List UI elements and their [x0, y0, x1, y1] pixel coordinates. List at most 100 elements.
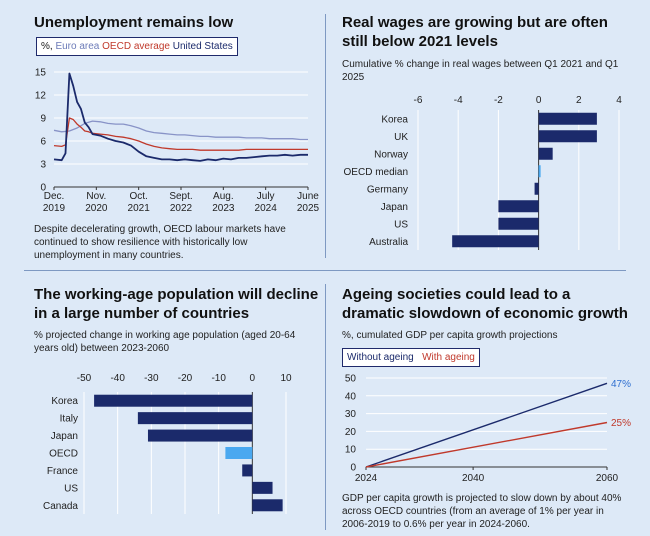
x-tick-label: 2040	[462, 473, 485, 484]
x-tick-label-month: Nov.	[86, 191, 106, 202]
x-tick-label: -4	[454, 95, 463, 106]
bar-korea	[538, 112, 597, 125]
real-wages-subtitle: Cumulative % change in real wages betwee…	[342, 59, 619, 83]
bar-us	[498, 217, 539, 230]
x-tick-label: -6	[414, 95, 423, 106]
x-tick-label-year: 2024	[255, 203, 278, 214]
y-tick-label: 6	[40, 137, 46, 148]
x-tick-label: -40	[110, 373, 125, 384]
bar-france	[242, 464, 253, 477]
bar-italy	[137, 412, 253, 425]
y-tick-label: 10	[345, 445, 357, 456]
unemployment-caption: Despite decelerating growth, OECD labour…	[34, 224, 286, 261]
ageing-subtitle: %, cumulated GDP per capita growth proje…	[342, 330, 558, 341]
ageing-legend: Without ageing With ageing	[342, 348, 480, 367]
x-tick-label: 0	[536, 95, 542, 106]
bar-australia	[452, 235, 539, 248]
x-tick-label-month: Sept.	[169, 191, 192, 202]
bar-oecd	[225, 447, 253, 459]
x-tick-label-year: 2022	[170, 203, 193, 214]
x-tick-label: -30	[144, 373, 159, 384]
x-tick-label-month: June	[297, 191, 319, 202]
y-tick-label: 0	[350, 463, 356, 474]
legend-with-ageing: With ageing	[422, 352, 475, 363]
y-tick-label: 20	[345, 427, 357, 438]
legend-oecd-average: OECD average	[102, 41, 170, 52]
x-tick-label-year: 2023	[212, 203, 235, 214]
with-ageing-line-end-label: 25%	[611, 418, 631, 429]
x-tick-label: 2060	[596, 473, 619, 484]
category-label: Korea	[381, 114, 408, 125]
bar-japan	[498, 200, 539, 213]
horizontal-divider	[24, 270, 626, 271]
with-ageing-line	[365, 421, 608, 468]
working-age-subtitle: % projected change in working age popula…	[34, 330, 296, 354]
y-tick-label: 3	[40, 160, 46, 171]
category-label: UK	[394, 132, 408, 143]
category-label: US	[64, 483, 78, 494]
real-wages-title: Real wages are growing but are often sti…	[342, 14, 608, 50]
bar-us	[252, 481, 273, 494]
x-tick-label: -10	[211, 373, 226, 384]
x-tick-label: 2	[576, 95, 582, 106]
without-ageing-line	[365, 382, 608, 468]
x-tick-label: 2024	[355, 473, 378, 484]
x-tick-label-month: Oct.	[129, 191, 147, 202]
category-label: Germany	[367, 184, 408, 195]
category-label: France	[47, 466, 79, 477]
x-tick-label-month: Dec.	[44, 191, 65, 202]
category-label: Italy	[60, 414, 78, 425]
x-tick-label-month: July	[257, 191, 275, 202]
x-tick-label-year: 2020	[85, 203, 108, 214]
x-tick-label-year: 2019	[43, 203, 66, 214]
ageing-title: Ageing societies could lead to a dramati…	[342, 286, 628, 322]
category-label: Japan	[51, 431, 78, 442]
legend-prefix: %,	[41, 41, 53, 52]
category-label: Korea	[51, 396, 78, 407]
bar-canada	[252, 499, 283, 512]
category-label: OECD	[49, 449, 78, 460]
y-tick-label: 30	[345, 409, 357, 420]
category-label: Norway	[374, 149, 408, 160]
legend-euro-area: Euro area	[55, 41, 100, 52]
x-tick-label: 10	[280, 373, 292, 384]
y-tick-label: 9	[40, 114, 46, 125]
y-tick-label: 12	[35, 91, 47, 102]
category-label: Japan	[381, 202, 408, 213]
x-tick-label-year: 2025	[297, 203, 320, 214]
vertical-divider-top	[325, 14, 326, 258]
y-tick-label: 15	[35, 68, 47, 79]
y-tick-label: 0	[40, 183, 46, 194]
bar-korea	[94, 394, 253, 407]
bar-germany	[534, 182, 539, 195]
united-states-line	[53, 72, 308, 162]
without-ageing-line-end-label: 47%	[611, 379, 631, 390]
oecd-average-line	[53, 117, 308, 151]
category-label: OECD median	[344, 167, 408, 178]
ageing-caption: GDP per capita growth is projected to sl…	[342, 493, 622, 530]
x-tick-label-month: Aug.	[213, 191, 234, 202]
bar-norway	[538, 147, 553, 160]
unemployment-title: Unemployment remains low	[34, 14, 234, 31]
category-label: US	[394, 219, 408, 230]
bar-uk	[538, 130, 597, 143]
x-tick-label-year: 2021	[128, 203, 151, 214]
unemployment-legend: %, Euro area OECD average United States	[36, 37, 238, 56]
x-tick-label: -50	[77, 373, 92, 384]
x-tick-label: 4	[616, 95, 622, 106]
bar-oecd-median	[538, 165, 541, 178]
vertical-divider-bottom	[325, 284, 326, 530]
working-age-title: The working-age population will decline …	[34, 286, 319, 322]
category-label: Canada	[43, 501, 78, 512]
x-tick-label: 0	[250, 373, 256, 384]
bar-japan	[147, 429, 253, 442]
x-tick-label: -2	[494, 95, 503, 106]
y-tick-label: 50	[345, 374, 357, 385]
x-tick-label: -20	[178, 373, 193, 384]
category-label: Australia	[369, 237, 408, 248]
legend-united-states: United States	[172, 41, 233, 52]
euro-area-line	[53, 120, 308, 141]
y-tick-label: 40	[345, 391, 357, 402]
legend-without-ageing: Without ageing	[347, 352, 414, 363]
